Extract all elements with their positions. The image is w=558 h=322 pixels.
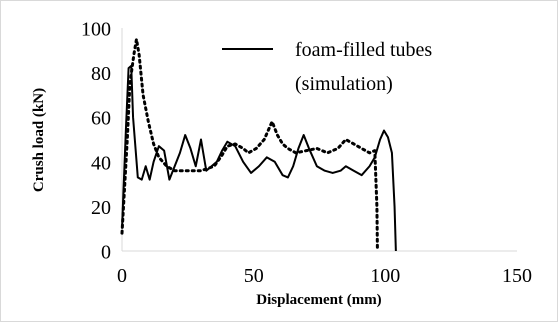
x-tick-label: 50 bbox=[244, 265, 264, 287]
y-tick-label: 20 bbox=[91, 197, 111, 219]
legend-label: (simulation) bbox=[295, 73, 393, 95]
y-tick-label: 40 bbox=[91, 152, 111, 174]
y-tick-label: 60 bbox=[91, 108, 111, 130]
legend-label: foam-filled tubes bbox=[295, 39, 432, 61]
y-tick-label: 100 bbox=[81, 19, 111, 41]
axes bbox=[121, 28, 517, 252]
x-tick-label: 0 bbox=[117, 265, 127, 287]
x-axis-title: Displacement (mm) bbox=[256, 292, 381, 308]
x-tick-label: 100 bbox=[370, 265, 400, 287]
series-lines bbox=[120, 37, 397, 253]
y-axis-title: Crush load (kN) bbox=[31, 88, 47, 192]
tick-labels: 100 80 60 40 20 0 0 50 100 150 bbox=[81, 19, 532, 288]
series-line-simulation bbox=[121, 64, 397, 252]
y-tick-label: 0 bbox=[101, 242, 111, 264]
x-tick-label: 150 bbox=[502, 265, 532, 287]
y-tick-label: 80 bbox=[91, 63, 111, 85]
series-line-dotted bbox=[120, 37, 379, 253]
legend: foam-filled tubes (simulation) bbox=[222, 39, 432, 95]
